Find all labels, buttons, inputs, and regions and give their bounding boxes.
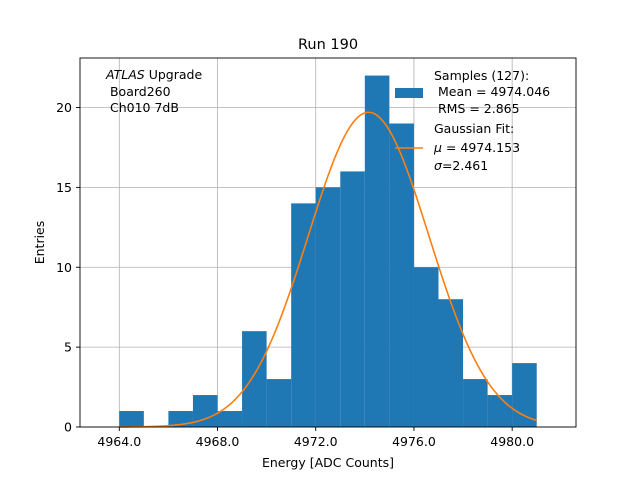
histogram-bar [463, 379, 488, 427]
plot-frame [79, 57, 577, 428]
legend-mu-value: = 4974.153 [442, 140, 520, 155]
annotation-line-2: Board260 [106, 84, 171, 99]
legend-samples-line-1: Samples (127): [434, 68, 529, 83]
atlas-annotation: ATLAS Upgrade Board260 Ch010 7dB [105, 67, 202, 115]
y-tick-label: 20 [56, 100, 72, 115]
x-tick-label: 4976.0 [392, 434, 436, 449]
x-tick-label: 4980.0 [490, 434, 534, 449]
annotation-upgrade: Upgrade [145, 67, 203, 82]
annotation-line-3: Ch010 7dB [106, 100, 179, 115]
histogram-bar [512, 363, 537, 427]
histogram-bar [364, 75, 390, 428]
histogram-bar [389, 123, 414, 428]
y-axis-ticks: 0 5 10 15 20 [56, 100, 80, 435]
gaussian-fit-curve [119, 111, 537, 428]
legend-fit-mu: μ = 4974.153 [433, 140, 520, 155]
y-axis-label: Entries [32, 221, 47, 265]
y-tick-label: 5 [64, 340, 72, 355]
y-tick-label: 15 [56, 180, 72, 195]
y-tick-label: 10 [56, 260, 72, 275]
legend-sigma-value: =2.461 [442, 158, 488, 173]
histogram-bar [487, 395, 513, 427]
chart-title: Run 190 [298, 37, 358, 53]
legend-fit-title: Gaussian Fit: [434, 121, 514, 136]
histogram-bar [438, 299, 464, 427]
histogram-bars [119, 75, 537, 428]
histogram-bar [413, 267, 439, 427]
x-tick-label: 4972.0 [294, 434, 338, 449]
histogram-bar [266, 379, 292, 427]
legend: Samples (127): Mean = 4974.046 RMS = 2.8… [395, 68, 550, 173]
histogram-bar [291, 203, 316, 427]
histogram-bar [217, 411, 243, 427]
legend-sigma-symbol: σ [434, 158, 443, 173]
x-axis-label: Energy [ADC Counts] [262, 455, 394, 470]
annotation-line-1: ATLAS Upgrade [105, 67, 202, 82]
x-tick-label: 4968.0 [196, 434, 240, 449]
legend-samples-line-2: Mean = 4974.046 [434, 84, 550, 99]
histogram-bar [340, 171, 365, 427]
legend-samples-line-3: RMS = 2.865 [434, 101, 520, 116]
histogram-bar [242, 331, 267, 427]
y-tick-label: 0 [64, 420, 72, 435]
legend-samples-patch [395, 88, 423, 98]
legend-fit-sigma: σ=2.461 [434, 158, 488, 173]
histogram-bar [315, 187, 341, 427]
legend-mu-symbol: μ [433, 140, 442, 155]
x-tick-label: 4964.0 [97, 434, 141, 449]
x-axis-ticks: 4964.0 4968.0 4972.0 4976.0 4980.0 [97, 427, 534, 449]
annotation-atlas: ATLAS [105, 67, 145, 82]
histogram-bar [119, 411, 144, 427]
